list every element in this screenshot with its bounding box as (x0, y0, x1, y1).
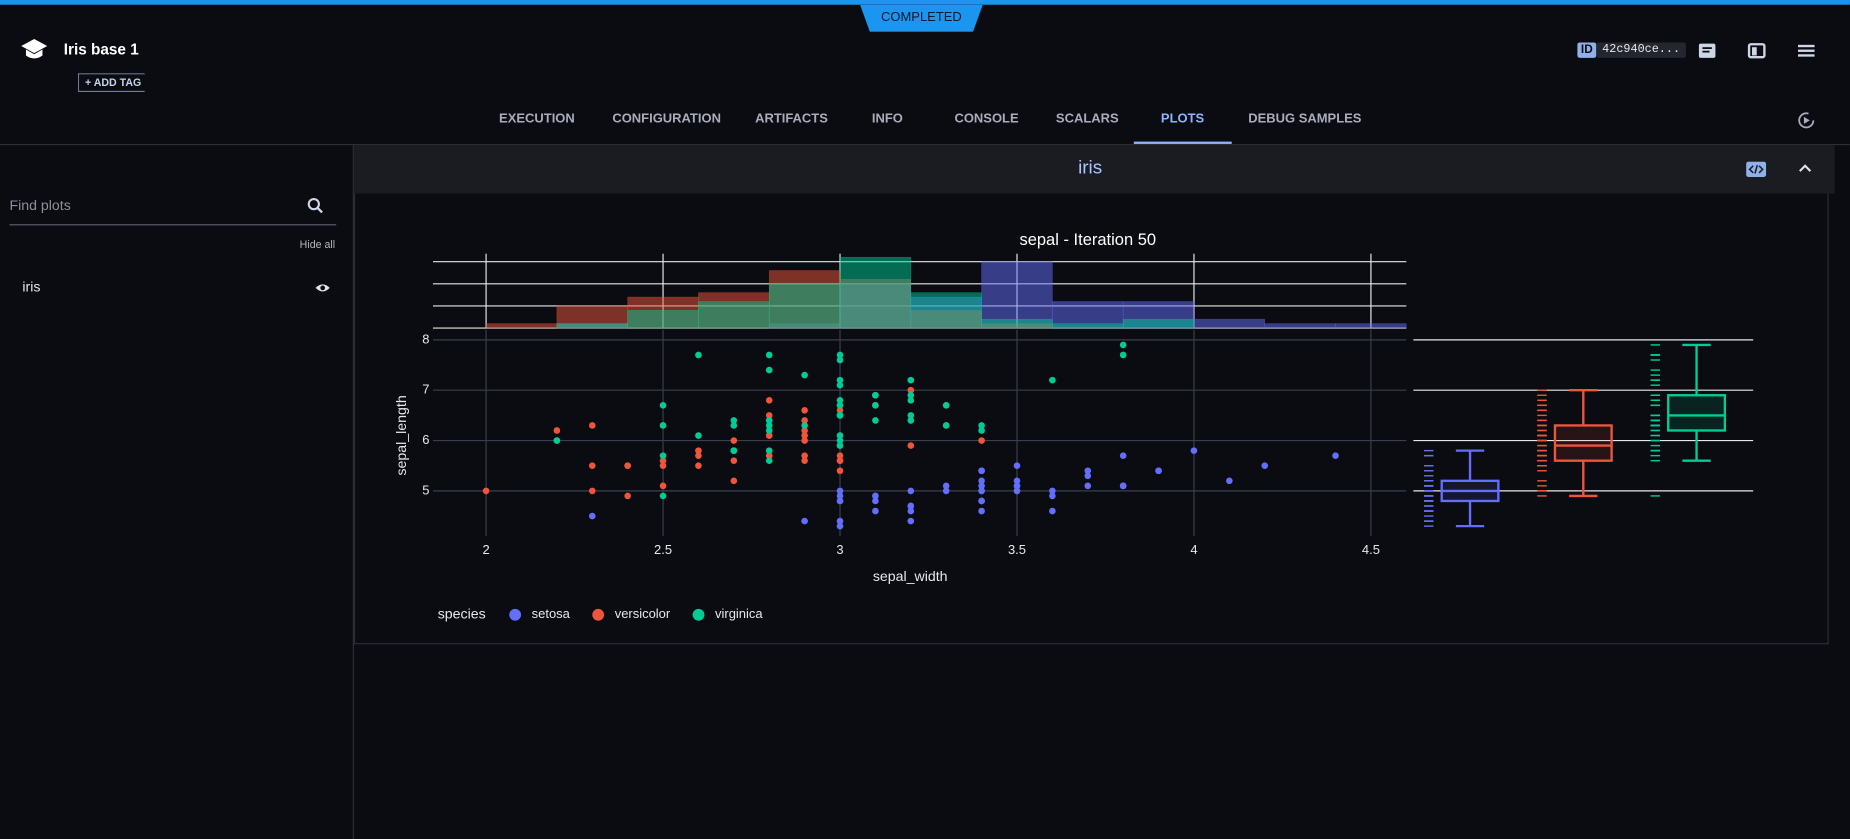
menu-button[interactable] (1797, 42, 1816, 59)
tab[interactable]: ARTIFACTS (755, 112, 828, 127)
status-badge: COMPLETED (860, 4, 983, 32)
collapse-button[interactable] (1798, 163, 1812, 175)
plot-area (353, 193, 1829, 645)
auto-refresh-button[interactable] (1797, 111, 1816, 130)
tab-bar: EXECUTION CONFIGURATION ARTIFACTS INFO CONSO… (0, 106, 1850, 144)
tab[interactable]: PLOTS (1133, 106, 1232, 144)
tab[interactable]: SCALARS (1055, 112, 1119, 127)
tab[interactable]: CONSOLE (954, 112, 1019, 127)
panel-header: iris (353, 145, 1835, 194)
search-icon[interactable] (307, 197, 324, 214)
info-button[interactable] (1698, 42, 1717, 59)
visibility-toggle[interactable] (315, 282, 330, 294)
embed-button[interactable] (1746, 161, 1767, 177)
panel-title: iris (1078, 158, 1103, 179)
id-badge[interactable]: ID 42c940ce... (1577, 40, 1686, 59)
id-value: 42c940ce... (1596, 41, 1686, 58)
search-input[interactable]: Find plots (9, 194, 337, 226)
tab[interactable]: EXECUTION (499, 112, 575, 127)
tab[interactable]: DEBUG SAMPLES (1248, 112, 1362, 127)
layout-button[interactable] (1747, 42, 1766, 59)
hide-all[interactable]: Hide all (299, 238, 336, 251)
tab[interactable]: INFO (871, 112, 903, 127)
task-title: Iris base 1 (63, 40, 139, 58)
plot-item[interactable]: iris (22, 278, 41, 295)
sidebar (0, 145, 354, 839)
add-tag[interactable]: + ADD TAG (77, 73, 154, 93)
divider (0, 143, 1850, 146)
id-label: ID (1577, 41, 1597, 58)
task-icon (21, 38, 48, 59)
status-bar (0, 0, 1850, 5)
tab[interactable]: CONFIGURATION (612, 112, 721, 127)
